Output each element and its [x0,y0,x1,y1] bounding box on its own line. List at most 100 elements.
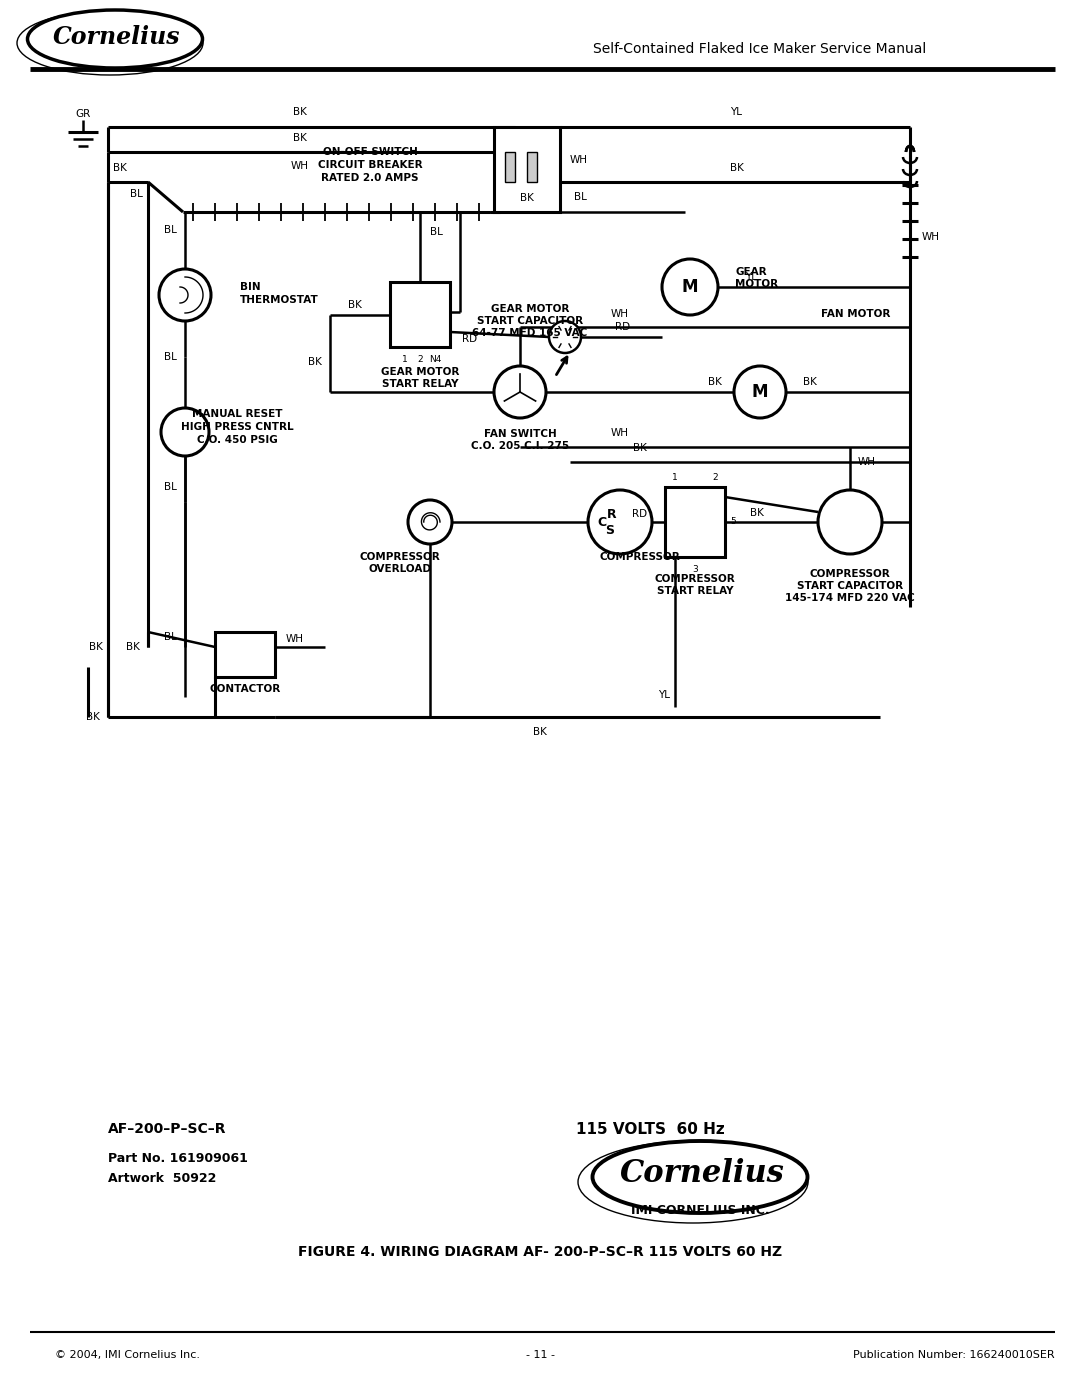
Text: FAN MOTOR: FAN MOTOR [821,309,890,319]
Text: BK: BK [519,193,534,203]
Text: COMPRESSOR: COMPRESSOR [599,552,680,562]
Text: COMPRESSOR: COMPRESSOR [360,552,441,562]
Text: 3: 3 [692,564,698,574]
Circle shape [818,490,882,555]
Text: BK: BK [126,643,140,652]
Text: 115 VOLTS  60 Hz: 115 VOLTS 60 Hz [576,1122,725,1137]
Bar [494,127,561,212]
Circle shape [161,408,210,455]
Text: BK: BK [633,443,647,453]
Text: BK: BK [750,509,764,518]
Text: BL: BL [164,352,177,362]
Text: BL: BL [130,189,143,198]
Text: C.O. 450 PSIG: C.O. 450 PSIG [197,434,278,446]
Bar [527,152,537,182]
Text: BK: BK [86,712,100,722]
Text: CIRCUIT BREAKER: CIRCUIT BREAKER [318,161,422,170]
Text: MOTOR: MOTOR [735,279,778,289]
Circle shape [662,258,718,314]
Text: FAN SWITCH: FAN SWITCH [484,429,556,439]
Text: YL: YL [730,108,742,117]
Text: GEAR: GEAR [735,267,767,277]
Text: RD: RD [462,334,477,344]
Text: YL: YL [658,690,670,700]
Text: START CAPACITOR: START CAPACITOR [797,581,903,591]
Text: C.O. 205 C.I. 275: C.O. 205 C.I. 275 [471,441,569,451]
Text: CONTACTOR: CONTACTOR [210,685,281,694]
Text: 2: 2 [712,474,718,482]
Text: START RELAY: START RELAY [657,585,733,597]
Text: 64-77 MFD 165 VAC: 64-77 MFD 165 VAC [472,328,588,338]
Text: RD: RD [615,321,630,332]
Text: Publication Number: 166240010SER: Publication Number: 166240010SER [853,1350,1055,1361]
Text: 2: 2 [417,355,422,363]
Text: BK: BK [293,133,307,142]
Text: WH: WH [286,634,303,644]
Bar [215,631,275,678]
Text: WH: WH [570,155,588,165]
Text: BK: BK [293,108,307,117]
Text: Cornelius: Cornelius [53,25,180,49]
Text: BL: BL [430,226,443,237]
Circle shape [159,270,211,321]
Text: BK: BK [90,643,103,652]
Text: 1: 1 [402,355,408,363]
Text: YL: YL [745,272,757,282]
Text: ON-OFF SWITCH: ON-OFF SWITCH [323,147,418,156]
Text: RD: RD [632,509,647,520]
Bar [505,152,515,182]
Text: COMPRESSOR: COMPRESSOR [810,569,890,578]
Text: Self-Contained Flaked Ice Maker Service Manual: Self-Contained Flaked Ice Maker Service … [593,42,927,56]
Text: GEAR MOTOR: GEAR MOTOR [381,367,459,377]
Text: Cornelius: Cornelius [620,1158,784,1189]
Text: S: S [606,524,615,536]
Text: IMI CORNELIUS INC.: IMI CORNELIUS INC. [631,1204,769,1218]
Text: MANUAL RESET: MANUAL RESET [192,409,282,419]
Text: Part No. 161909061: Part No. 161909061 [108,1153,248,1165]
Text: 5: 5 [730,517,735,527]
Circle shape [734,366,786,418]
Text: BL: BL [164,482,177,492]
Text: START RELAY: START RELAY [381,379,458,388]
Bar [390,282,450,346]
Text: M: M [681,278,699,296]
Text: WH: WH [858,457,876,467]
Circle shape [408,500,453,543]
Ellipse shape [27,10,203,68]
Text: N4: N4 [429,355,442,363]
Circle shape [549,321,581,353]
Text: - 11 -: - 11 - [526,1350,554,1361]
Ellipse shape [593,1141,808,1213]
Text: R: R [607,507,617,521]
Text: 145-174 MFD 220 VAC: 145-174 MFD 220 VAC [785,592,915,604]
Text: GEAR MOTOR: GEAR MOTOR [490,305,569,314]
Text: GR: GR [76,109,91,119]
Text: OVERLOAD: OVERLOAD [368,564,432,574]
Text: BL: BL [164,631,177,643]
Text: C: C [597,515,607,528]
Text: © 2004, IMI Cornelius Inc.: © 2004, IMI Cornelius Inc. [55,1350,200,1361]
Text: WH: WH [611,309,629,319]
Text: BL: BL [164,225,177,235]
Text: Artwork  50922: Artwork 50922 [108,1172,216,1186]
Text: BK: BK [113,163,126,173]
Text: THERMOSTAT: THERMOSTAT [240,295,319,305]
Text: START CAPACITOR: START CAPACITOR [477,316,583,326]
Circle shape [588,490,652,555]
Text: BK: BK [534,726,546,738]
Text: AF–200–P–SC–R: AF–200–P–SC–R [108,1122,227,1136]
Text: BK: BK [730,163,744,173]
Text: BK: BK [308,358,322,367]
Text: M: M [752,383,768,401]
Text: WH: WH [291,161,309,170]
Text: BK: BK [804,377,816,387]
Circle shape [494,366,546,418]
Text: BK: BK [708,377,721,387]
Text: BK: BK [348,300,362,310]
Text: 1: 1 [672,474,678,482]
Text: FIGURE 4. WIRING DIAGRAM AF- 200-P–SC–R 115 VOLTS 60 HZ: FIGURE 4. WIRING DIAGRAM AF- 200-P–SC–R … [298,1245,782,1259]
Text: BL: BL [573,191,586,203]
Text: WH: WH [922,232,940,242]
Text: HIGH PRESS CNTRL: HIGH PRESS CNTRL [180,422,294,432]
Text: COMPRESSOR: COMPRESSOR [654,574,735,584]
